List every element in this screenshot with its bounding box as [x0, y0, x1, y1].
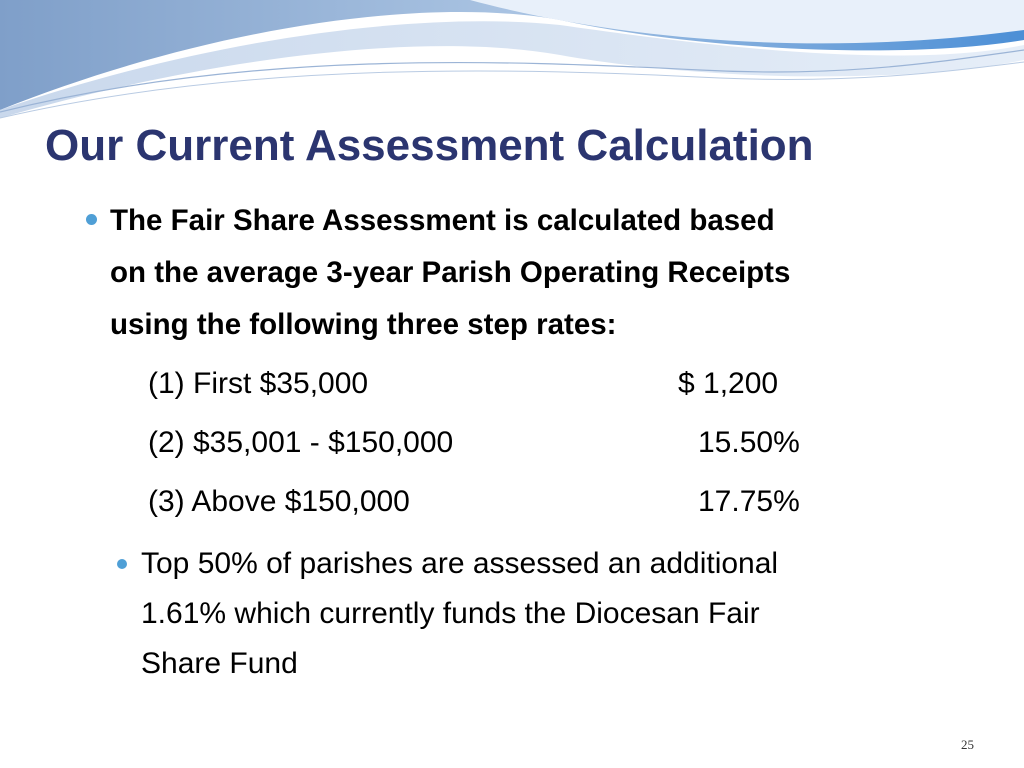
page-number: 25 — [961, 737, 974, 752]
rate-value: 15.50% — [698, 426, 800, 459]
bullet-line: 1.61% which currently funds the Diocesan… — [141, 597, 760, 630]
rate-value: 17.75% — [698, 485, 800, 518]
rate-label: (2) $35,001 - $150,000 — [148, 426, 454, 459]
bullet-line: Share Fund — [141, 647, 298, 680]
bullet-line: Top 50% of parishes are assessed an addi… — [141, 547, 779, 580]
bullet-line: using the following three step rates: — [110, 308, 617, 341]
rate-value: $ 1,200 — [678, 367, 779, 400]
bullet-line: The Fair Share Assessment is calculated … — [110, 204, 775, 237]
slide-title: Our Current Assessment Calculation — [45, 121, 814, 170]
rate-label: (3) Above $150,000 — [148, 485, 410, 518]
bullet-line: on the average 3-year Parish Operating R… — [110, 256, 791, 289]
header-wave — [0, 0, 1024, 119]
bullet-dot — [86, 214, 97, 225]
bullet-dot — [117, 559, 127, 569]
rate-label: (1) First $35,000 — [148, 367, 369, 400]
